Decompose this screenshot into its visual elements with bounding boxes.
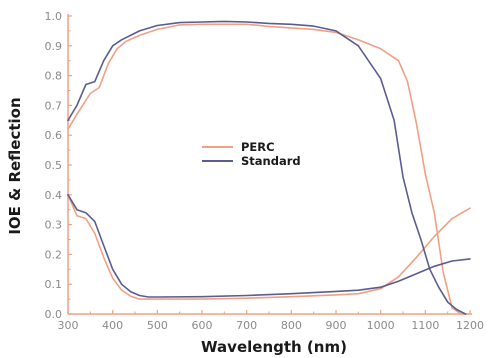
series-layer xyxy=(67,20,471,315)
x-tick-label: 800 xyxy=(281,319,302,332)
x-tick-label: 600 xyxy=(192,319,213,332)
x-tick-label: 500 xyxy=(147,319,168,332)
x-tick-label: 700 xyxy=(236,319,257,332)
x-axis-title: Wavelength (nm) xyxy=(201,338,347,356)
x-tick-label: 900 xyxy=(326,319,347,332)
y-tick-label: 0.0 xyxy=(45,308,63,321)
y-tick-label: 0.3 xyxy=(45,219,63,232)
y-tick-label: 0.2 xyxy=(45,248,63,261)
x-tick-label: 1100 xyxy=(411,319,439,332)
y-tick-label: 0.9 xyxy=(45,40,63,53)
y-tick-label: 1.0 xyxy=(45,10,63,23)
y-tick-label: 0.6 xyxy=(45,129,63,142)
y-axis-title: IOE & Reflection xyxy=(6,97,24,234)
series-line-perc-reflection xyxy=(67,194,471,300)
series-line-perc-ioe xyxy=(67,23,469,315)
legend-label-standard: Standard xyxy=(241,154,301,168)
legend-label-perc: PERC xyxy=(241,140,275,154)
legend: PERC Standard xyxy=(202,140,301,168)
x-tick-label: 1000 xyxy=(367,319,395,332)
x-tick-label: 300 xyxy=(58,319,79,332)
y-tick-label: 0.7 xyxy=(45,99,63,112)
y-tick-label: 0.1 xyxy=(45,278,63,291)
x-tick-label: 400 xyxy=(102,319,123,332)
y-tick-label: 0.5 xyxy=(45,159,63,172)
series-line-standard-ioe xyxy=(67,20,467,315)
axes: 0.0 0.1 0.2 0.3 0.4 0.5 0.6 0.7 0.8 0.9 1.0 300 400 5… xyxy=(45,10,485,332)
y-tick-label: 0.4 xyxy=(45,189,63,202)
series-line-standard-reflection xyxy=(67,194,471,298)
y-tick-label: 0.8 xyxy=(45,70,63,83)
x-tick-label: 1200 xyxy=(456,319,484,332)
